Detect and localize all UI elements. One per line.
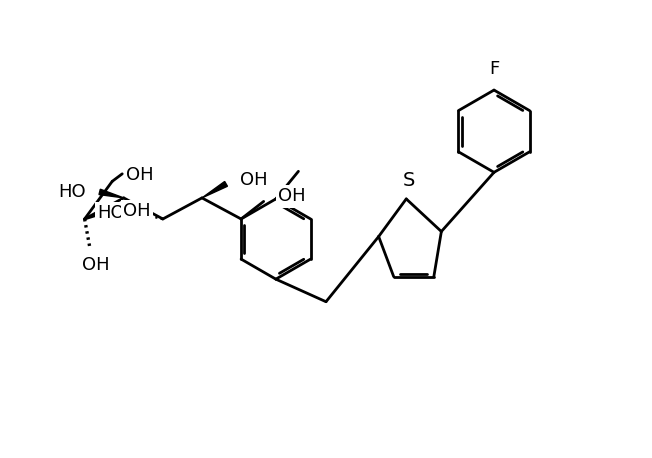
Text: OH: OH (123, 202, 151, 220)
Text: OH: OH (82, 256, 110, 273)
Text: F: F (489, 60, 499, 77)
Text: HO: HO (97, 204, 125, 222)
Text: OH: OH (278, 187, 305, 205)
Text: OH: OH (126, 166, 154, 184)
Polygon shape (202, 181, 228, 198)
Text: S: S (402, 171, 415, 190)
Text: HO: HO (58, 183, 85, 201)
Text: OH: OH (240, 171, 268, 189)
Polygon shape (99, 189, 124, 198)
